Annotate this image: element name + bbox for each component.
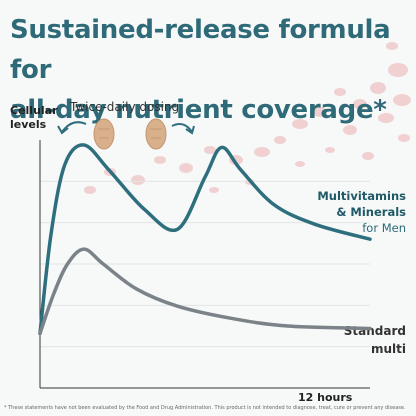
series-line-1: [38, 143, 372, 336]
footnote: * These statements have not been evaluat…: [4, 405, 406, 411]
pill-icon: [145, 118, 167, 150]
series-2-label-line-2: multi: [370, 342, 406, 356]
pill-icon: [93, 118, 115, 150]
title-line-1: Sustained-release formula for: [10, 15, 391, 85]
dosing-arrowhead-left-icon: [57, 125, 69, 135]
page-title: Sustained-release formula for all-day nu…: [10, 10, 410, 130]
x-axis-end-label: 12 hours: [298, 391, 353, 404]
dosing-arrow-left-icon: [61, 121, 87, 133]
dosing-label: Twice-daily dosing: [70, 100, 180, 114]
title-line-2: all-day nutrient coverage*: [10, 95, 387, 125]
series-1-label-line-3: for Men: [362, 221, 406, 235]
series-1-label-line-2: & Minerals: [336, 205, 406, 219]
series-1-label-line-1: Multivitamins: [317, 189, 406, 203]
series-line-2: [38, 247, 372, 336]
dosing-arrowhead-right-icon: [185, 125, 195, 135]
dosing-arrow-right-icon: [171, 123, 193, 133]
y-axis-label: Cellular levels: [10, 104, 58, 131]
series-1-label: Multivitamins & Minerals for Men: [286, 188, 406, 236]
